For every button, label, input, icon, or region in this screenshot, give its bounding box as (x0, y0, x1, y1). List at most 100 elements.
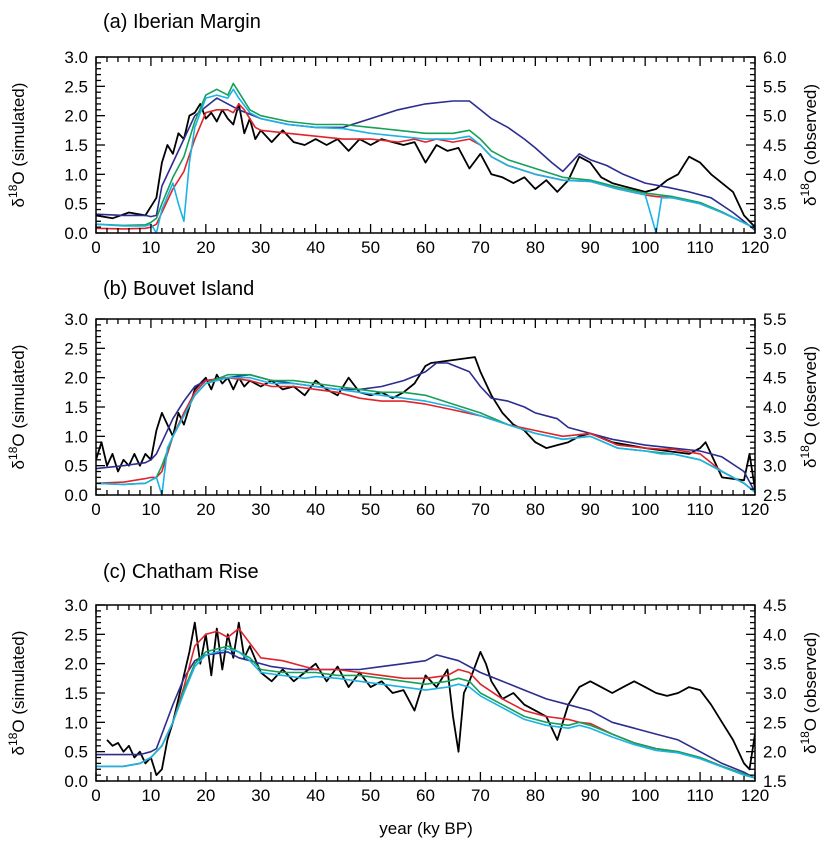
x-tick-label: 100 (631, 238, 659, 257)
y-tick-label-right: 4.5 (763, 369, 787, 388)
series-line-1 (96, 362, 755, 493)
y-tick-label-right: 4.0 (763, 165, 787, 184)
y-tick-label-left: 0.5 (64, 195, 88, 214)
y-tick-label-right: 1.5 (763, 772, 787, 791)
x-tick-label: 110 (687, 500, 714, 519)
y-tick-label-left: 2.0 (64, 655, 88, 674)
y-tick-label-right: 4.5 (763, 596, 787, 615)
y-axis-label-left: δ18O (simulated) (6, 345, 28, 470)
chart-panel-2: (c) Chatham Rise 0 10 20 30 40 50 60 70 80 90 100 11… (6, 561, 820, 805)
x-tick-label: 60 (416, 786, 435, 805)
y-tick-label-left: 1.0 (64, 713, 88, 732)
y-tick-label-left: 1.0 (64, 427, 88, 446)
x-tick-label: 80 (526, 238, 545, 257)
y-tick-label-left: 0.5 (64, 743, 88, 762)
y-tick-label-right: 3.5 (763, 427, 787, 446)
x-tick-label: 30 (251, 786, 270, 805)
x-tick-label: 120 (741, 500, 769, 519)
x-tick-label: 90 (581, 238, 600, 257)
y-tick-label-right: 3.5 (763, 195, 787, 214)
y-tick-label-left: 0.5 (64, 457, 88, 476)
y-tick-label-left: 2.0 (64, 369, 88, 388)
x-tick-label: 80 (526, 786, 545, 805)
series-group (96, 621, 755, 779)
x-tick-label: 110 (687, 238, 714, 257)
y-tick-label-right: 5.5 (763, 310, 787, 329)
y-tick-label-right: 4.5 (763, 136, 787, 155)
x-tick-label: 0 (91, 238, 100, 257)
series-line-0 (96, 356, 755, 490)
y-tick-label-left: 3.0 (64, 48, 88, 67)
y-axis-label-left: δ18O (simulated) (6, 83, 28, 208)
series-group (96, 82, 755, 233)
y-axis-label-right: δ18O (observed) (798, 632, 820, 754)
x-axis-label: year (ky BP) (379, 819, 473, 838)
series-line-1 (96, 651, 755, 779)
chart-panel-0: (a) Iberian Margin 0 10 20 30 40 50 60 70 80 90 100… (6, 11, 820, 257)
y-tick-label-left: 0.0 (64, 224, 88, 243)
x-tick-label: 10 (141, 238, 160, 257)
series-group (96, 356, 755, 495)
x-tick-label: 70 (471, 786, 490, 805)
y-axis-label-right: δ18O (observed) (798, 84, 820, 206)
series-line-0 (106, 621, 755, 776)
x-tick-label: 50 (361, 238, 380, 257)
y-tick-label-right: 5.0 (763, 107, 787, 126)
y-tick-label-left: 2.5 (64, 339, 88, 358)
series-line-2 (96, 627, 755, 779)
x-tick-label: 120 (741, 238, 769, 257)
x-tick-label: 70 (471, 238, 490, 257)
x-tick-label: 90 (581, 786, 600, 805)
x-tick-label: 40 (306, 500, 325, 519)
plot-frame (95, 56, 756, 234)
x-tick-label: 30 (251, 500, 270, 519)
x-tick-label: 20 (196, 238, 215, 257)
series-line-4 (96, 88, 755, 233)
x-tick-label: 40 (306, 786, 325, 805)
x-tick-label: 70 (471, 500, 490, 519)
y-tick-label-right: 3.5 (763, 655, 787, 674)
y-tick-label-left: 2.5 (64, 77, 88, 96)
y-tick-label-left: 2.0 (64, 107, 88, 126)
y-tick-label-left: 0.0 (64, 486, 88, 505)
x-tick-label: 110 (687, 786, 714, 805)
x-tick-label: 60 (416, 238, 435, 257)
x-tick-label: 50 (361, 500, 380, 519)
series-line-4 (96, 376, 755, 495)
y-tick-label-left: 3.0 (64, 310, 88, 329)
y-axis-label-left: δ18O (simulated) (6, 631, 28, 756)
y-tick-label-left: 0.0 (64, 772, 88, 791)
y-tick-label-left: 1.5 (64, 684, 88, 703)
x-tick-label: 120 (741, 786, 769, 805)
y-tick-label-left: 1.5 (64, 136, 88, 155)
x-tick-label: 20 (196, 786, 215, 805)
x-tick-label: 10 (141, 786, 160, 805)
y-tick-label-right: 4.0 (763, 625, 787, 644)
y-axis-label-right: δ18O (observed) (798, 346, 820, 468)
y-tick-label-right: 3.0 (763, 457, 787, 476)
y-tick-label-right: 2.0 (763, 743, 787, 762)
series-line-3 (96, 82, 755, 230)
chart-title: (b) Bouvet Island (103, 278, 254, 300)
y-tick-label-right: 2.5 (763, 486, 787, 505)
x-tick-label: 0 (91, 500, 100, 519)
x-tick-label: 90 (581, 500, 600, 519)
series-line-4 (96, 648, 755, 779)
chart-title: (c) Chatham Rise (103, 561, 259, 583)
x-tick-label: 80 (526, 500, 545, 519)
y-tick-label-left: 2.5 (64, 625, 88, 644)
series-line-0 (96, 103, 755, 228)
x-tick-label: 50 (361, 786, 380, 805)
series-line-3 (96, 645, 755, 779)
y-tick-label-left: 1.5 (64, 398, 88, 417)
y-tick-label-right: 6.0 (763, 48, 787, 67)
x-tick-label: 30 (251, 238, 270, 257)
chart-title: (a) Iberian Margin (103, 11, 261, 33)
y-tick-label-left: 3.0 (64, 596, 88, 615)
x-tick-label: 20 (196, 500, 215, 519)
plot-frame (95, 318, 756, 496)
y-tick-label-right: 5.5 (763, 77, 787, 96)
y-tick-label-right: 3.0 (763, 684, 787, 703)
x-tick-label: 60 (416, 500, 435, 519)
